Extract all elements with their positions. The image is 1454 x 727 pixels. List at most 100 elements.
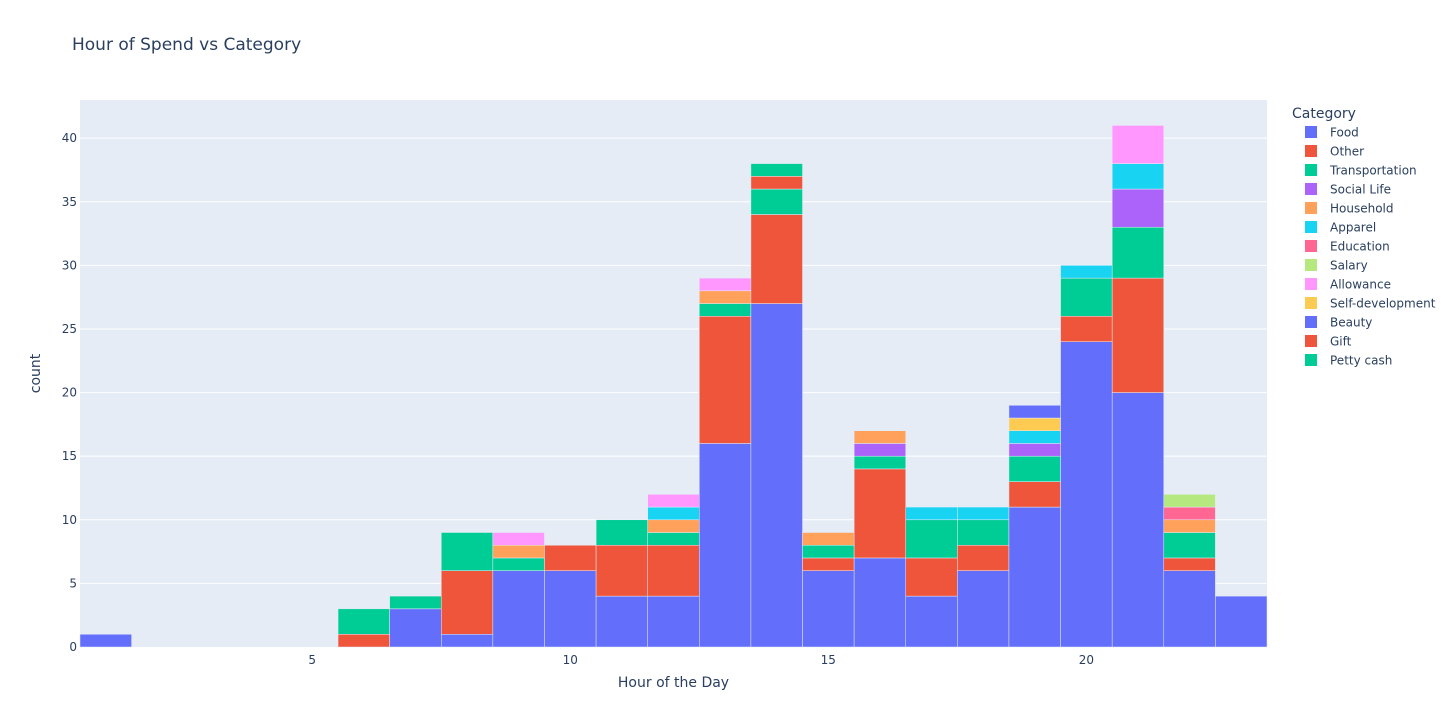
bar-segment[interactable] <box>1163 532 1216 559</box>
bar-segment[interactable] <box>544 570 597 648</box>
bar-segment[interactable] <box>750 188 803 215</box>
bar-segment[interactable] <box>647 532 700 546</box>
bar-segment[interactable] <box>699 277 752 292</box>
bar-segment[interactable] <box>1111 226 1165 279</box>
bar-segment[interactable] <box>1111 392 1165 648</box>
bar-segment[interactable] <box>595 519 648 546</box>
bar-segment[interactable] <box>853 455 906 470</box>
bar-segment[interactable] <box>1008 443 1061 457</box>
bar-segment[interactable] <box>905 519 958 559</box>
bar-segment[interactable] <box>699 443 752 648</box>
bar-segment[interactable] <box>802 544 855 559</box>
bar-segment[interactable] <box>1060 341 1113 648</box>
legend[interactable]: Category Food Other Transportation Social L… <box>1292 106 1436 368</box>
bar-segment[interactable] <box>647 595 700 648</box>
bar-segment[interactable] <box>905 557 958 597</box>
legend-item-label[interactable]: Food <box>1330 126 1359 140</box>
bar-segment[interactable] <box>853 430 906 444</box>
bar-segment[interactable] <box>441 532 494 571</box>
bar-segment[interactable] <box>750 176 803 190</box>
legend-item-label[interactable]: Allowance <box>1330 278 1391 292</box>
bar-segment[interactable] <box>1060 277 1113 317</box>
bar-segment[interactable] <box>389 608 442 648</box>
bar-segment[interactable] <box>595 544 648 597</box>
bar-segment[interactable] <box>337 608 390 635</box>
legend-swatch[interactable] <box>1305 183 1317 195</box>
bar-segment[interactable] <box>750 214 803 304</box>
legend-swatch[interactable] <box>1305 278 1317 290</box>
bars[interactable] <box>79 125 1268 648</box>
bar-segment[interactable] <box>699 316 752 444</box>
bar-segment[interactable] <box>647 519 700 533</box>
bar-segment[interactable] <box>905 506 958 521</box>
bar-segment[interactable] <box>1008 405 1061 419</box>
legend-item-label[interactable]: Apparel <box>1330 221 1376 235</box>
legend-swatch[interactable] <box>1305 202 1317 214</box>
legend-swatch[interactable] <box>1305 316 1317 328</box>
bar-segment[interactable] <box>1008 417 1061 431</box>
bar-segment[interactable] <box>853 468 906 559</box>
bar-segment[interactable] <box>595 595 648 648</box>
bar-segment[interactable] <box>802 557 855 571</box>
bar-segment[interactable] <box>699 303 752 317</box>
bar-segment[interactable] <box>1163 494 1216 508</box>
bar-segment[interactable] <box>957 519 1010 546</box>
legend-swatch[interactable] <box>1305 164 1317 176</box>
legend-swatch[interactable] <box>1305 145 1317 157</box>
bar-segment[interactable] <box>544 544 597 571</box>
bar-segment[interactable] <box>802 532 855 546</box>
bar-segment[interactable] <box>1163 570 1216 648</box>
bar-segment[interactable] <box>1008 430 1061 444</box>
bar-segment[interactable] <box>699 290 752 304</box>
legend-swatch[interactable] <box>1305 221 1317 233</box>
legend-item-label[interactable]: Petty cash <box>1330 354 1392 368</box>
bar-segment[interactable] <box>337 634 390 648</box>
bar-segment[interactable] <box>441 634 494 648</box>
legend-swatch[interactable] <box>1305 297 1317 309</box>
legend-item-label[interactable]: Household <box>1330 202 1394 216</box>
bar-segment[interactable] <box>79 634 132 648</box>
bar-segment[interactable] <box>1008 455 1061 482</box>
bar-segment[interactable] <box>957 544 1010 571</box>
legend-item-label[interactable]: Other <box>1330 145 1364 159</box>
bar-segment[interactable] <box>750 163 803 177</box>
legend-item-label[interactable]: Salary <box>1330 259 1368 273</box>
bar-segment[interactable] <box>802 570 855 648</box>
bar-segment[interactable] <box>441 570 494 635</box>
bar-segment[interactable] <box>1163 506 1216 521</box>
legend-item-label[interactable]: Social Life <box>1330 183 1391 197</box>
bar-segment[interactable] <box>1111 277 1165 393</box>
legend-swatch[interactable] <box>1305 335 1317 347</box>
legend-swatch[interactable] <box>1305 240 1317 252</box>
bar-segment[interactable] <box>957 506 1010 521</box>
legend-swatch[interactable] <box>1305 259 1317 271</box>
bar-segment[interactable] <box>1163 519 1216 533</box>
legend-swatch[interactable] <box>1305 354 1317 366</box>
bar-segment[interactable] <box>647 506 700 521</box>
bar-segment[interactable] <box>492 544 545 559</box>
bar-segment[interactable] <box>492 532 545 546</box>
bar-segment[interactable] <box>1111 163 1165 190</box>
bar-segment[interactable] <box>647 544 700 597</box>
bar-segment[interactable] <box>853 557 906 648</box>
bar-segment[interactable] <box>1111 188 1165 228</box>
bar-segment[interactable] <box>492 570 545 648</box>
legend-item-label[interactable]: Beauty <box>1330 316 1372 330</box>
bar-segment[interactable] <box>492 557 545 571</box>
legend-item-label[interactable]: Gift <box>1330 335 1352 349</box>
bar-segment[interactable] <box>750 303 803 648</box>
bar-segment[interactable] <box>1215 595 1268 648</box>
bar-segment[interactable] <box>1008 481 1061 508</box>
bar-segment[interactable] <box>1111 125 1165 164</box>
legend-item-label[interactable]: Transportation <box>1329 164 1417 178</box>
bar-segment[interactable] <box>1060 316 1113 342</box>
bar-segment[interactable] <box>389 595 442 610</box>
bar-segment[interactable] <box>853 443 906 457</box>
bar-segment[interactable] <box>905 595 958 648</box>
bar-segment[interactable] <box>1060 265 1113 279</box>
legend-item-label[interactable]: Self-development <box>1330 297 1436 311</box>
legend-item-label[interactable]: Education <box>1330 240 1390 254</box>
bar-segment[interactable] <box>647 494 700 508</box>
bar-segment[interactable] <box>957 570 1010 648</box>
bar-segment[interactable] <box>1163 557 1216 571</box>
